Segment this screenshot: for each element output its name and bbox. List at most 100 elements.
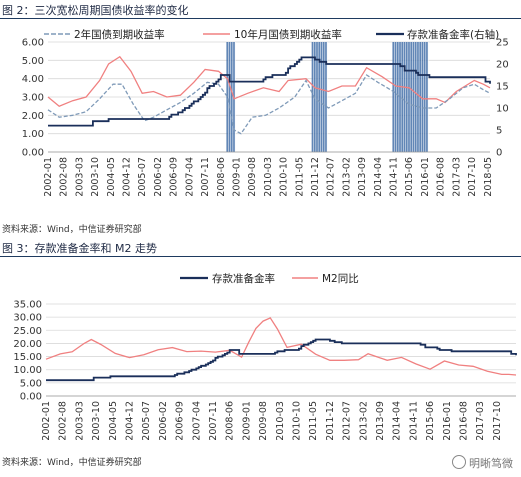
y2-tick-label: 5	[496, 126, 502, 137]
stripe-gap	[405, 42, 407, 152]
y-tick-label: 10.00	[13, 365, 42, 376]
easing-period-stripe	[322, 42, 326, 152]
x-tick-label: 2017-03	[451, 157, 462, 197]
x-tick-label: 2011-12	[325, 401, 336, 441]
x-tick-label: 2010-03	[275, 401, 286, 441]
easing-period-stripe	[396, 42, 400, 152]
easing-period-stripe	[403, 42, 406, 152]
x-tick-label: 2013-09	[357, 157, 368, 197]
y-tick-label: 6.00	[22, 38, 44, 49]
stripe-gap	[398, 42, 400, 152]
easing-period-stripe	[316, 42, 319, 152]
easing-period-stripe	[412, 42, 415, 152]
easing-period-stripe	[394, 42, 397, 152]
stripe-gap	[412, 42, 413, 152]
x-tick-label: 2014-04	[392, 401, 403, 441]
y-tick-label: 4.00	[22, 74, 44, 85]
chart-3-rrr-m2: 0.00 5.00 10.00 15.00 20.00 25.00 30.00 35.00 20…	[13, 272, 517, 441]
legend-label-rrr: 存款准备金率	[212, 272, 275, 285]
x-tick-label: 2017-03	[475, 401, 486, 441]
x-tick-label: 2006-02	[153, 157, 164, 197]
stripe-gap	[400, 42, 402, 152]
stripe-gap	[320, 42, 321, 152]
easing-period-stripe	[423, 42, 427, 152]
x-tick-label: 2002-08	[59, 157, 70, 197]
easing-period-stripe	[408, 42, 411, 152]
y-tick-label: 20.00	[13, 339, 42, 350]
series-line-reserve-ratio	[48, 56, 491, 127]
y-tick-label: 35.00	[13, 300, 42, 311]
wechat-icon	[452, 455, 466, 469]
x-tick-label: 2004-12	[125, 401, 136, 441]
x-tick-label: 2017-10	[492, 401, 503, 441]
y-tick-label: 1.00	[22, 129, 44, 140]
stripe-gap	[425, 42, 427, 152]
x-tick-label: 2013-02	[358, 401, 369, 441]
x-tick-label: 2003-03	[74, 157, 85, 197]
easing-period-stripe	[311, 42, 314, 152]
easing-period-stripe	[421, 42, 424, 152]
x-tick-label: 2010-10	[279, 157, 290, 197]
figure-3-source: 资料来源：Wind，中信证券研究部	[2, 458, 142, 468]
x-tick-label: 2002-08	[58, 401, 69, 441]
x-tick-label: 2005-07	[141, 401, 152, 441]
stripe-gap	[414, 42, 416, 152]
easing-period-stripe	[313, 42, 317, 152]
stripe-gap	[403, 42, 404, 152]
y2-tick-label: 20	[496, 60, 509, 71]
x-tick-label: 2012-07	[342, 401, 353, 441]
easing-period-stripe	[226, 42, 229, 152]
stripe-gap	[427, 42, 429, 152]
y-tick-label: 15.00	[13, 352, 42, 363]
stripe-gap	[315, 42, 317, 152]
y-tick-label: 3.00	[22, 93, 44, 104]
x-tick-label: 2006-09	[175, 401, 186, 441]
y-tick-label: 5.00	[20, 378, 42, 389]
easing-period-stripe	[230, 42, 234, 152]
x-tick-label: 2012-07	[326, 157, 337, 197]
easing-period-stripe	[320, 42, 323, 152]
y-tick-label: 5.00	[22, 56, 44, 67]
figure-2-source: 资料来源：Wind，中信证券研究部	[2, 225, 142, 235]
x-tick-label: 2004-05	[108, 401, 119, 441]
x-tick-label: 2004-12	[122, 157, 133, 197]
y2-tick-label: 0	[496, 148, 502, 159]
figure-2-title-rule	[0, 18, 521, 19]
legend-label-10y: 10年月国债到期收益率	[234, 28, 342, 41]
x-tick-label: 2002-01	[43, 157, 54, 197]
x-tick-label: 2003-10	[90, 157, 101, 197]
easing-period-stripe	[392, 42, 395, 152]
easing-period-stripe	[417, 42, 420, 152]
x-tick-label: 2007-04	[191, 401, 202, 441]
x-tick-label: 2014-11	[408, 401, 419, 441]
x-tick-label: 2010-10	[292, 401, 303, 441]
stripe-gap	[394, 42, 396, 152]
x-tick-label: 2009-08	[247, 157, 258, 197]
x-tick-label: 2011-12	[310, 157, 321, 197]
series-line-reserve-ratio	[46, 338, 517, 382]
legend-label-rrr: 存款准备金率(右轴)	[407, 28, 499, 41]
easing-period-stripe	[405, 42, 409, 152]
easing-period-stripe	[318, 42, 321, 152]
x-tick-label: 2014-04	[373, 157, 384, 197]
x-tick-label: 2007-11	[208, 401, 219, 441]
stripe-gap	[409, 42, 411, 152]
x-tick-label: 2009-01	[231, 157, 242, 197]
x-tick-label: 2013-09	[375, 401, 386, 441]
x-tick-label: 2008-06	[216, 157, 227, 197]
x-tick-label: 2009-08	[258, 401, 269, 441]
series-line-2y-yield	[47, 74, 491, 135]
stripe-gap	[326, 42, 328, 152]
series-line-10y-yield	[47, 55, 491, 107]
y-tick-label: 0.00	[22, 148, 44, 159]
easing-period-stripe	[401, 42, 404, 152]
y2-tick-label: 10	[496, 104, 509, 115]
x-tick-label: 2013-02	[341, 157, 352, 197]
y-tick-label: 0.00	[20, 392, 42, 403]
y-tick-label: 30.00	[13, 313, 42, 324]
easing-period-stripe	[228, 42, 231, 152]
x-tick-label: 2015-06	[404, 157, 415, 197]
x-tick-label: 2014-11	[389, 157, 400, 197]
x-tick-label: 2005-07	[137, 157, 148, 197]
y-tick-label: 25.00	[13, 326, 42, 337]
